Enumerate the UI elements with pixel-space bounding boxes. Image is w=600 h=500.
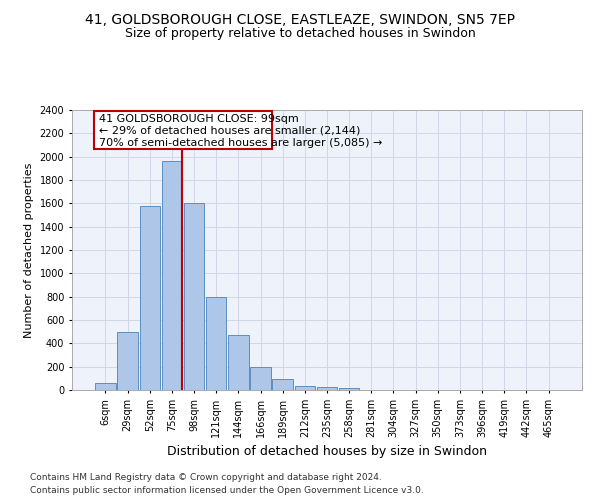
Text: Size of property relative to detached houses in Swindon: Size of property relative to detached ho… (125, 28, 475, 40)
Text: Contains public sector information licensed under the Open Government Licence v3: Contains public sector information licen… (30, 486, 424, 495)
Text: Contains HM Land Registry data © Crown copyright and database right 2024.: Contains HM Land Registry data © Crown c… (30, 474, 382, 482)
Bar (184, 204, 204, 390)
Bar (118, 332, 138, 390)
Text: 41, GOLDSBOROUGH CLOSE, EASTLEAZE, SWINDON, SN5 7EP: 41, GOLDSBOROUGH CLOSE, EASTLEAZE, SWIND… (85, 12, 515, 26)
Bar (339, 388, 359, 390)
Text: 70% of semi-detached houses are larger (5,085) →: 70% of semi-detached houses are larger (… (99, 138, 382, 148)
Bar (228, 334, 248, 390)
Text: ← 29% of detached houses are smaller (2,144): ← 29% of detached houses are smaller (2,… (99, 126, 360, 136)
Bar (206, 296, 226, 390)
FancyBboxPatch shape (94, 111, 272, 148)
X-axis label: Distribution of detached houses by size in Swindon: Distribution of detached houses by size … (167, 446, 487, 458)
Bar (317, 386, 337, 390)
Text: 41 GOLDSBOROUGH CLOSE: 99sqm: 41 GOLDSBOROUGH CLOSE: 99sqm (99, 114, 298, 124)
Bar (295, 386, 315, 390)
Bar (161, 162, 182, 390)
Bar (95, 383, 116, 390)
Y-axis label: Number of detached properties: Number of detached properties (24, 162, 34, 338)
Bar (140, 206, 160, 390)
Bar (272, 379, 293, 390)
Bar (250, 366, 271, 390)
